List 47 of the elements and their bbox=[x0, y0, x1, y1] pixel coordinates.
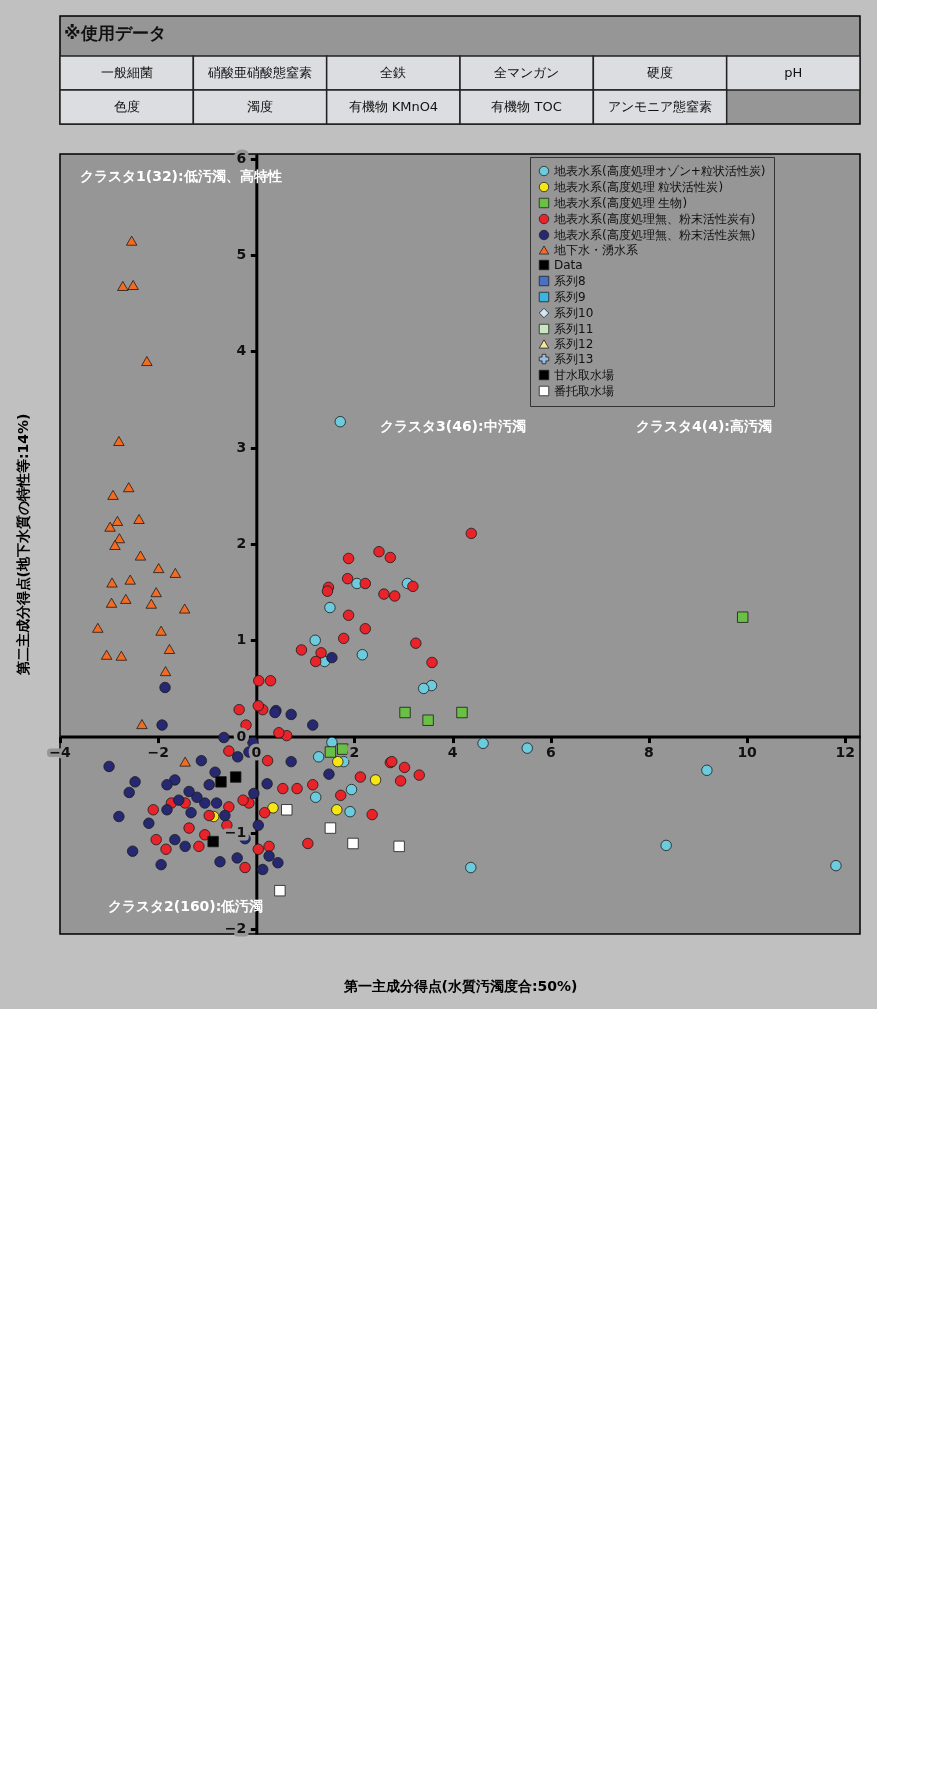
legend-label: 系列10 bbox=[554, 306, 594, 320]
x-tick-label: 4 bbox=[447, 743, 458, 760]
x-tick-label: −2 bbox=[147, 743, 169, 760]
y-tick-label: 6 bbox=[236, 149, 247, 166]
legend-label: 番托取水場 bbox=[554, 384, 614, 398]
text: 有機物 TOC bbox=[491, 99, 562, 114]
y-tick-label: 1 bbox=[236, 631, 247, 648]
legend-label: 系列12 bbox=[554, 337, 594, 351]
x-tick-label: 12 bbox=[835, 743, 856, 760]
text: 有機物 KMnO4 bbox=[348, 99, 439, 114]
legend-label: 甘水取水場 bbox=[554, 368, 614, 382]
y-tick-label: 3 bbox=[236, 438, 247, 455]
text: pH bbox=[784, 65, 803, 80]
legend-label: 地表水系(高度処理 粒状活性炭) bbox=[553, 180, 724, 194]
y-tick-label: 2 bbox=[236, 535, 247, 551]
y-tick-label: −1 bbox=[224, 823, 247, 840]
y-tick-label: 4 bbox=[236, 342, 247, 359]
text: 硬度 bbox=[647, 65, 673, 80]
legend-label: 地下水・湧水系 bbox=[553, 243, 638, 257]
legend-label: 地表水系(高度処理無、粉末活性炭有) bbox=[553, 212, 756, 226]
text: ※使用データ bbox=[64, 23, 166, 43]
legend-label: 地表水系(高度処理オゾン+粒状活性炭) bbox=[553, 164, 766, 178]
text: 色度 bbox=[113, 99, 140, 114]
text: 全マンガン bbox=[494, 65, 560, 80]
text: 一般細菌 bbox=[100, 65, 153, 80]
y-axis-title: 第二主成分得点(地下水質の特性等:14%) bbox=[14, 413, 31, 677]
legend-label: 系列11 bbox=[554, 322, 594, 336]
x-tick-label: 2 bbox=[349, 743, 360, 760]
x-axis-title: 第一主成分得点(水質汚濁度合:50%) bbox=[342, 977, 578, 994]
legend-label: 系列13 bbox=[554, 352, 594, 366]
text: 全鉄 bbox=[380, 65, 407, 80]
annotation: クラスタ3(46):中汚濁 bbox=[380, 418, 526, 434]
annotation: クラスタ4(4):高汚濁 bbox=[636, 418, 772, 434]
legend-label: Data bbox=[554, 258, 583, 272]
legend-label: 系列9 bbox=[554, 290, 586, 304]
legend-label: 地表水系(高度処理 生物) bbox=[553, 196, 688, 210]
legend-label: 系列8 bbox=[554, 274, 586, 288]
x-tick-label: 0 bbox=[251, 743, 262, 760]
x-tick-label: 10 bbox=[737, 743, 758, 760]
x-tick-label: 8 bbox=[644, 743, 654, 760]
text: アンモニア態窒素 bbox=[608, 99, 712, 114]
text: 濁度 bbox=[247, 99, 273, 114]
y-tick-label: 5 bbox=[236, 246, 247, 263]
legend-label: 地表水系(高度処理無、粉末活性炭無) bbox=[553, 228, 756, 242]
x-tick-label: 6 bbox=[545, 743, 556, 760]
text: 硝酸亜硝酸態窒素 bbox=[207, 65, 312, 80]
y-tick-label: −2 bbox=[224, 920, 247, 937]
